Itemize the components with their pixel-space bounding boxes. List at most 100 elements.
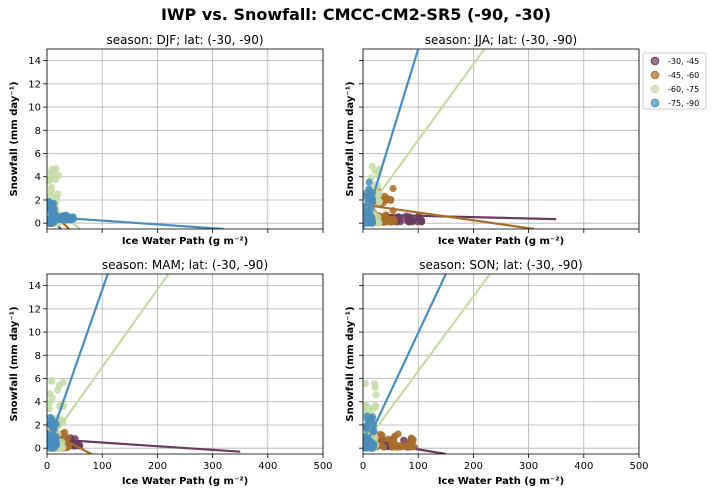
series-3 — [47, 274, 109, 452]
y-tick-label: 0 — [35, 444, 41, 455]
legend: -30, -45 -45, -60 -60, -75 -75, -90 — [642, 52, 707, 110]
y-tick-label: 6 — [35, 374, 41, 385]
legend-label: -75, -90 — [668, 99, 699, 108]
series-3 — [47, 197, 224, 229]
legend-marker — [650, 70, 660, 80]
ticks: 0 2 4 6 8 10 12 14 — [28, 56, 324, 233]
subplots: 0 2 4 6 8 10 12 14 season: DJF; lat: (-30, -90) I… — [9, 33, 649, 487]
y-tick-label: 10 — [28, 103, 41, 114]
scatter-point — [409, 437, 417, 445]
scatter-point — [385, 216, 394, 224]
x-tick-label: 0 — [44, 461, 50, 472]
subplot-2: 0 100 200 300 400 500 0 2 4 6 8 10 12 14 season: MAM; … — [9, 258, 333, 487]
axes-frame — [46, 48, 324, 230]
subplot-3: 0 100 200 300 400 500 season: SON; lat: (-30, … — [345, 258, 649, 487]
legend-label: -30, -45 — [668, 57, 699, 66]
scatter-point — [375, 198, 383, 206]
scatter-point — [417, 216, 425, 225]
y-tick-label: 10 — [28, 328, 41, 339]
scatter-point — [47, 175, 54, 183]
scatter-point — [55, 382, 63, 390]
ticks: 0 100 200 300 400 500 — [359, 285, 649, 472]
fit-line — [363, 203, 535, 229]
y-tick-label: 8 — [35, 351, 41, 362]
scatter-point — [380, 213, 388, 221]
ticks — [359, 60, 640, 233]
fit-line — [363, 213, 557, 221]
legend-frame — [642, 52, 707, 110]
plot-area — [47, 164, 224, 229]
scatter-point — [394, 443, 402, 451]
subplot-title: season: DJF; lat: (-30, -90) — [106, 33, 263, 47]
fit-line — [47, 274, 109, 449]
axes-frame — [362, 273, 640, 455]
x-tick-label: 400 — [258, 461, 277, 472]
series-1 — [363, 184, 535, 229]
x-axis-label: Ice Water Path (g m⁻²) — [438, 236, 564, 247]
x-tick-label: 300 — [519, 461, 538, 472]
subplot-title: season: MAM; lat: (-30, -90) — [102, 258, 268, 272]
legend-label: -60, -75 — [668, 85, 699, 94]
axes-frame — [362, 48, 640, 230]
scatter-point — [365, 178, 373, 186]
scatter-point — [363, 401, 369, 409]
scatter-point — [59, 444, 67, 452]
legend-marker — [650, 98, 660, 108]
grid — [46, 49, 324, 229]
y-tick-label: 0 — [35, 219, 41, 230]
fit-line — [363, 49, 420, 229]
scatter-point — [383, 194, 391, 202]
subplot-1: season: JJA; lat: (-30, -90) Ice Water Pa… — [345, 33, 640, 247]
plot-area — [363, 49, 557, 229]
legend-marker — [650, 56, 660, 66]
figure-suptitle: IWP vs. Snowfall: CMCC-CM2-SR5 (-90, -30… — [161, 5, 551, 24]
y-axis-label: Snowfall (mm day⁻¹) — [9, 306, 20, 421]
fit-line — [363, 49, 486, 217]
axes-frame — [46, 273, 324, 455]
fit-line — [363, 274, 491, 447]
scatter-point — [378, 431, 386, 440]
y-tick-label: 8 — [35, 126, 41, 137]
scatter-point — [396, 218, 405, 226]
y-tick-label: 2 — [35, 420, 41, 431]
x-tick-label: 100 — [93, 461, 112, 472]
x-tick-label: 400 — [574, 461, 593, 472]
fit-line — [47, 437, 241, 453]
y-tick-label: 12 — [28, 79, 41, 90]
ticks: 0 100 200 300 400 500 0 2 4 6 8 10 12 14 — [28, 281, 332, 472]
series-0 — [47, 434, 241, 453]
plot-area — [363, 274, 491, 454]
y-tick-label: 4 — [35, 397, 41, 408]
y-axis-label: Snowfall (mm day⁻¹) — [9, 81, 20, 196]
y-axis-label: Snowfall (mm day⁻¹) — [345, 306, 356, 421]
scatter-point — [51, 175, 60, 184]
grid — [46, 274, 324, 454]
legend-marker — [650, 84, 660, 94]
fit-line — [363, 274, 447, 451]
x-tick-label: 200 — [148, 461, 167, 472]
y-tick-label: 12 — [28, 304, 41, 315]
scatter-point — [389, 442, 397, 451]
scatter-point — [371, 383, 379, 391]
scatter-point — [394, 430, 402, 438]
fit-line — [47, 274, 170, 446]
x-tick-label: 200 — [464, 461, 483, 472]
series-3 — [363, 49, 420, 229]
scatter-point — [367, 440, 375, 449]
x-tick-label: 500 — [629, 461, 648, 472]
y-tick-label: 14 — [28, 56, 41, 67]
scatter-point — [371, 402, 380, 410]
scatter-point — [47, 187, 56, 195]
subplot-title: season: JJA; lat: (-30, -90) — [425, 33, 577, 47]
y-tick-label: 2 — [35, 195, 41, 206]
scatter-point — [405, 218, 413, 226]
scatter-point — [363, 189, 371, 197]
scatter-point — [47, 198, 53, 206]
x-tick-label: 100 — [409, 461, 428, 472]
x-axis-label: Ice Water Path (g m⁻²) — [438, 476, 564, 487]
scatter-point — [400, 436, 408, 444]
scatter-point — [364, 419, 373, 427]
scatter-point — [47, 419, 54, 428]
scatter-point — [372, 391, 380, 399]
scatter-point — [47, 405, 53, 413]
